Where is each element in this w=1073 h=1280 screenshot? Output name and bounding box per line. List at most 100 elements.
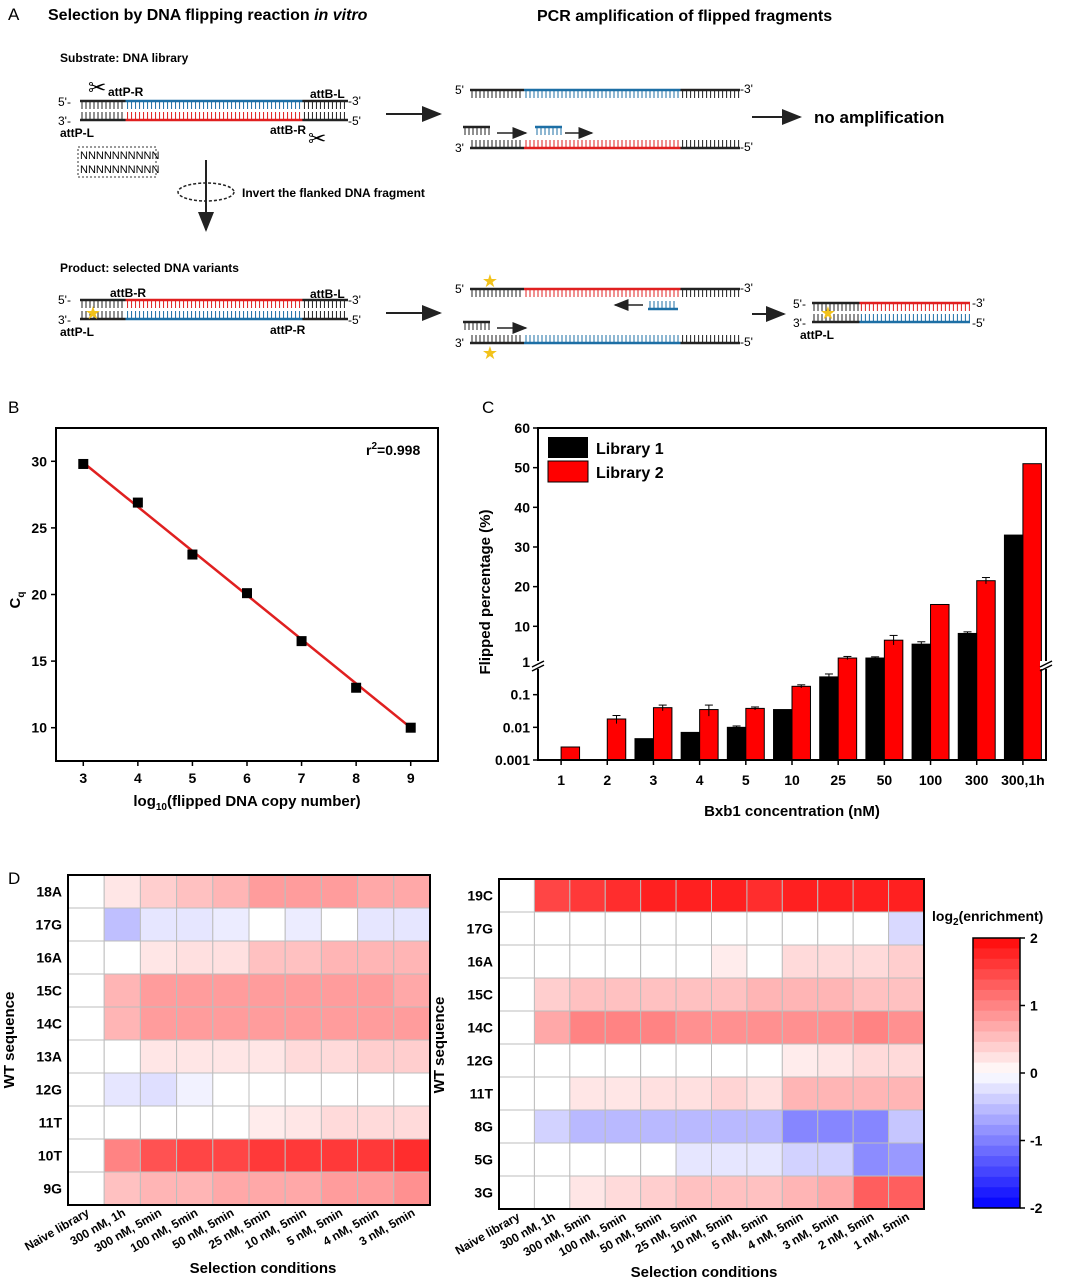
heatmap-cell [357, 1006, 395, 1041]
heatmap-cell [393, 1006, 431, 1041]
heatmap-cell [248, 1138, 286, 1173]
heatmap-cell [498, 1142, 535, 1177]
heatmap-cell [781, 1076, 819, 1111]
heatmap-cell [139, 1039, 178, 1074]
heatmap-cell [212, 1006, 250, 1041]
chart-b-xlabel: log10(flipped DNA copy number) [133, 793, 360, 813]
heatmap-frame [67, 874, 431, 1206]
heatmap-cell [533, 1142, 571, 1177]
heatmap-cell [533, 977, 571, 1012]
heatmap-cell [139, 907, 178, 942]
data-point [296, 636, 307, 647]
colorbar-band [973, 989, 1020, 1001]
heatmap-cell [888, 1076, 925, 1111]
heatmap-cell [67, 1105, 105, 1140]
panel-c-letter: C [482, 398, 494, 417]
heatmap-cell [357, 973, 395, 1008]
x-tick-label: 10 [784, 772, 800, 788]
colorbar-band [973, 1010, 1020, 1022]
r2-r: r [366, 442, 372, 458]
xlabel-rest: (flipped DNA copy number) [167, 793, 361, 810]
heatmap-row-label: 11T [470, 1086, 494, 1102]
product-bottom-bases [127, 311, 301, 319]
heatmap-cell [746, 1076, 783, 1111]
x-tick-label: 8 [352, 770, 360, 786]
chart-c-xlabel: Bxb1 concentration (nM) [704, 803, 880, 820]
heatmap-cell [852, 878, 890, 913]
axis-break [531, 664, 545, 672]
pcr2-bottom-bases [682, 335, 740, 343]
x-tick-label: 25 [830, 772, 846, 788]
heatmap-cell [711, 1076, 748, 1111]
heatmap-cell [393, 907, 431, 942]
pcr2-primer-b-bases [649, 301, 675, 309]
colorbar-tick-label: 0 [1030, 1065, 1038, 1081]
x-tick-label: 4 [134, 770, 142, 786]
heatmap-cell [393, 1138, 431, 1173]
heatmap-row-label: 11T [39, 1115, 63, 1131]
legend-library-2: Library 2 [596, 465, 664, 482]
heatmap-cell [284, 973, 322, 1008]
bar-library-2 [652, 707, 673, 761]
heatmap-cell [284, 1039, 322, 1074]
r2-sup: 2 [371, 441, 377, 452]
heatmap-cell [357, 940, 395, 975]
heatmap-cell [320, 973, 359, 1008]
final-top-bases [813, 303, 859, 311]
heatmap-cell [67, 973, 105, 1008]
heatmap-cell [640, 1076, 677, 1111]
substrate-label: Substrate: DNA library [60, 51, 189, 65]
heatmap-cell [212, 1105, 250, 1140]
heatmap-cell [746, 1010, 783, 1045]
heatmap-row-label: 14C [467, 1020, 493, 1036]
heatmap-cell [888, 1175, 925, 1210]
colorbar-band [973, 1166, 1020, 1178]
heatmap-row-label: 8G [474, 1119, 493, 1135]
heatmap-cell [393, 1105, 431, 1140]
final-bottom-bases [860, 314, 970, 322]
sub-3prime-label: 3'- [58, 114, 71, 128]
final-3prime-label: 3'- [793, 316, 806, 330]
heatmap-cell [176, 874, 214, 909]
heatmap-cell [533, 911, 571, 946]
heatmap-cell [746, 1109, 783, 1144]
heatmap-cell [176, 1138, 214, 1173]
heatmap-cell [604, 878, 642, 913]
heatmap-cell [284, 1138, 322, 1173]
heatmap-cell [67, 907, 105, 942]
heatmap-cell [357, 907, 395, 942]
x-tick-label: 3 [650, 772, 658, 788]
prod-3prime-label: 3'- [58, 313, 71, 327]
heatmap-cell [176, 1171, 214, 1206]
product-top-bases [81, 300, 123, 308]
colorbar-band [973, 938, 1020, 949]
heatmap-cell [781, 911, 819, 946]
heatmap-row-label: 14C [36, 1016, 62, 1032]
heatmap-cell [781, 878, 819, 913]
sub-end5-label: -5' [348, 114, 361, 128]
heatmap-cell [852, 1109, 890, 1144]
heatmap-cell [393, 1171, 431, 1206]
heatmap-cell [248, 1072, 286, 1107]
colorbar-band [973, 1124, 1020, 1136]
heatmap-cell [746, 911, 783, 946]
y-tick-label: 10 [514, 618, 530, 634]
bar-library-1 [1003, 534, 1024, 761]
heatmap-cell [781, 1175, 819, 1210]
heatmap-cell [498, 944, 535, 979]
y-tick-label: 30 [514, 539, 530, 555]
heatmap-cell [817, 1043, 854, 1078]
legend-swatch-library-1 [548, 437, 588, 458]
heatmap-cell [888, 1010, 925, 1045]
substrate-top-bases [81, 101, 123, 109]
pcr2-3prime: 3' [455, 336, 464, 350]
heatmap-cell [212, 973, 250, 1008]
product-label: Product: selected DNA variants [60, 261, 239, 275]
heatmap-cell [139, 1138, 178, 1173]
chart-c-ylabel: Flipped percentage (%) [477, 509, 494, 674]
panel-a-letter: A [8, 5, 20, 24]
heatmap-cell [498, 1109, 535, 1144]
